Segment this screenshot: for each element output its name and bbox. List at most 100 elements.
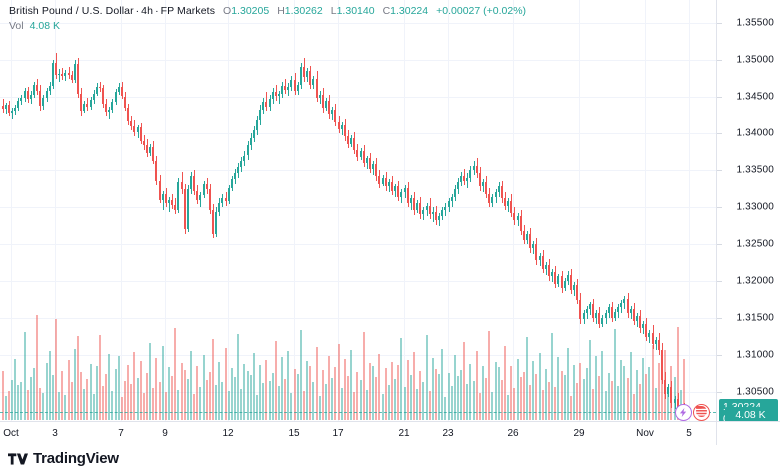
- candle-body: [177, 182, 179, 211]
- volume-bar: [83, 389, 85, 420]
- volume-bar: [287, 351, 289, 420]
- candle-body: [463, 176, 465, 181]
- volume-bar: [338, 343, 340, 420]
- price-axis[interactable]: 1.30224 02:19:16 4.08 K 1.355001.350001.…: [716, 0, 780, 428]
- candle-body: [96, 86, 98, 94]
- volume-bar: [369, 362, 371, 420]
- volume-bar: [617, 386, 619, 420]
- chart-plot-area[interactable]: [0, 0, 716, 421]
- candle-body: [454, 189, 456, 197]
- candle-body: [124, 96, 126, 109]
- candle-wick: [411, 195, 412, 211]
- volume-bar: [319, 395, 321, 420]
- volume-bar: [309, 366, 311, 420]
- volume-bar: [601, 351, 603, 420]
- candle-body: [68, 72, 70, 76]
- candle-body: [341, 124, 343, 129]
- candle-body: [520, 215, 522, 231]
- volume-bar: [225, 347, 227, 420]
- candle-body: [328, 100, 330, 115]
- candle-body: [105, 103, 107, 112]
- economic-event-us-flag-badge[interactable]: [693, 404, 710, 421]
- gridline-vertical: [55, 0, 56, 421]
- time-axis-tick: Oct: [3, 428, 19, 439]
- volume-bar: [385, 368, 387, 420]
- price-axis-tick-mark: [717, 23, 722, 24]
- candle-body: [416, 202, 418, 211]
- volume-bar: [256, 394, 258, 420]
- candle-body: [382, 177, 384, 184]
- price-axis-tick-mark: [717, 355, 722, 356]
- price-axis-tick-mark: [717, 244, 722, 245]
- candle-body: [174, 204, 176, 211]
- candle-body: [441, 210, 443, 216]
- candle-body: [589, 304, 591, 309]
- volume-bar: [620, 359, 622, 420]
- price-axis-tick: 1.31000: [736, 349, 774, 361]
- volume-bar: [344, 358, 346, 420]
- candle-body: [661, 350, 663, 380]
- candle-body: [199, 195, 201, 200]
- candle-body: [378, 176, 380, 184]
- economic-event-flash-badge[interactable]: [675, 404, 692, 421]
- price-axis-tick: 1.34500: [736, 91, 774, 103]
- candle-body: [630, 308, 632, 314]
- time-axis[interactable]: Oct 3 7 9 12 15 17 21 23 26 29 Nov 5: [0, 421, 716, 445]
- volume-bar: [639, 384, 641, 420]
- candle-body: [269, 99, 271, 107]
- candle-body: [334, 109, 336, 122]
- candle-wick: [3, 99, 4, 113]
- candle-body: [551, 272, 553, 277]
- candle-body: [404, 187, 406, 193]
- volume-bar: [454, 355, 456, 420]
- volume-bar: [325, 384, 327, 420]
- volume-bar: [394, 378, 396, 420]
- volume-bar: [341, 388, 343, 420]
- volume-bar: [281, 357, 283, 420]
- candle-body: [567, 274, 569, 281]
- candle-body: [451, 196, 453, 202]
- volume-bar: [228, 390, 230, 420]
- price-axis-tick: 1.30500: [736, 386, 774, 398]
- candle-body: [366, 158, 368, 163]
- volume-bar: [589, 340, 591, 420]
- price-axis-tick: 1.34000: [736, 127, 774, 139]
- volume-bar: [353, 391, 355, 420]
- volume-bar: [567, 347, 569, 420]
- volume-bar: [532, 360, 534, 420]
- candle-body: [278, 93, 280, 97]
- tradingview-logo[interactable]: TradingView: [8, 450, 119, 467]
- price-axis-tick-mark: [717, 60, 722, 61]
- candle-body: [2, 106, 4, 110]
- time-axis-tick: Nov: [636, 428, 654, 439]
- gridline-vertical: [121, 0, 122, 421]
- gridline-horizontal: [0, 281, 716, 282]
- volume-bar: [416, 389, 418, 420]
- candle-body: [491, 196, 493, 203]
- volume-bar: [598, 375, 600, 420]
- candle-body: [212, 210, 214, 234]
- volume-bar: [118, 356, 120, 420]
- volume-bar: [526, 337, 528, 420]
- volume-bar: [623, 366, 625, 420]
- gridline-vertical: [513, 0, 514, 421]
- candle-body: [331, 109, 333, 115]
- volume-bar: [583, 378, 585, 420]
- candle-body: [309, 71, 311, 85]
- chart-footer: TradingView: [0, 446, 780, 470]
- candle-body: [517, 215, 519, 221]
- volume-bar: [642, 358, 644, 420]
- price-axis-tick-mark: [717, 133, 722, 134]
- volume-bar: [20, 381, 22, 420]
- volume-bar: [30, 376, 32, 420]
- volume-bar: [438, 373, 440, 420]
- volume-bar: [174, 327, 176, 420]
- volume-bar: [52, 374, 54, 420]
- time-axis-tick: 5: [686, 428, 692, 439]
- candle-body: [432, 211, 434, 215]
- volume-bar: [388, 385, 390, 420]
- volume-bar: [407, 359, 409, 420]
- price-axis-tick: 1.35500: [736, 17, 774, 29]
- volume-bar: [111, 390, 113, 420]
